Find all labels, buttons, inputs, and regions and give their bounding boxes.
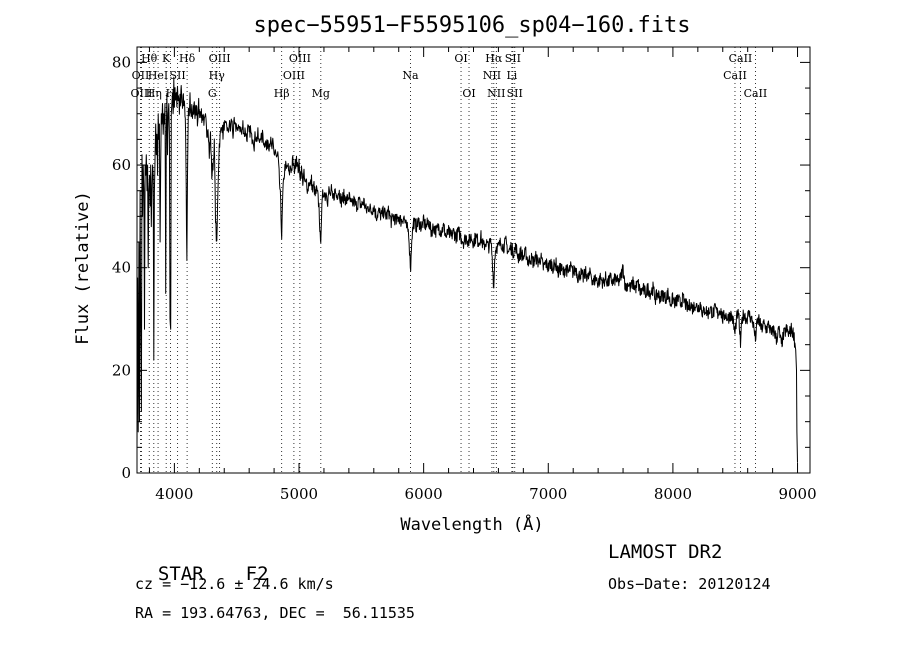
line-mark-label-4: HeI — [148, 69, 168, 82]
x-tick-label: 8000 — [654, 485, 692, 503]
line-mark-label-26: CaII — [729, 52, 753, 65]
line-mark-label-20: Hα — [485, 52, 503, 65]
line-mark-label-23: SII — [505, 52, 521, 65]
line-mark-label-21: NII — [487, 87, 505, 100]
axes: 4000 5000 6000 7000 8000 9000 0 20 40 60 80 — [112, 46, 817, 503]
survey-label: LAMOST DR2 — [608, 541, 723, 563]
y-tick-label: 20 — [112, 361, 131, 379]
y-tick-label: 40 — [112, 259, 131, 277]
x-axis-label: Wavelength (Å) — [400, 513, 543, 535]
line-mark-label-2: Hθ — [141, 52, 158, 65]
line-mark-label-3: Hη — [146, 87, 162, 100]
line-mark-label-10: Hγ — [209, 69, 226, 82]
line-marks: OII OIII Hθ Hη HeI K H SII Hδ G Hγ OIII Hβ OIII OIII Mg… — [130, 47, 767, 473]
line-mark-label-1: OIII — [130, 87, 152, 100]
x-tick-label: 6000 — [405, 485, 443, 503]
y-tick-label: 0 — [121, 464, 131, 482]
line-mark-label-22: Li — [506, 69, 517, 82]
x-tick-label: 5000 — [280, 485, 318, 503]
coordinates-label: RA = 193.64763, DEC = 56.11535 — [135, 604, 415, 622]
chart-title: spec−55951−F5595106_sp04−160.fits — [253, 13, 690, 38]
line-mark-label-18: OI — [462, 87, 475, 100]
line-mark-label-27: CaII — [744, 87, 768, 100]
y-axis-label: Flux (relative) — [73, 191, 93, 345]
line-mark-label-6: H — [166, 87, 176, 100]
line-mark-label-8: Hδ — [179, 52, 196, 65]
line-mark-label-12: Hβ — [274, 87, 290, 100]
x-tick-label: 7000 — [529, 485, 567, 503]
spectrum-series-line — [136, 76, 798, 463]
obs-date-label: Obs−Date: 20120124 — [608, 575, 771, 593]
plot-frame — [136, 46, 811, 474]
line-mark-label-9: G — [208, 87, 217, 100]
line-mark-label-5: K — [162, 52, 171, 65]
line-mark-label-15: Mg — [312, 87, 330, 100]
object-class: STAR F2 — [135, 541, 269, 585]
y-tick-label: 60 — [112, 156, 131, 174]
redshift-label: cz = −12.6 ± 24.6 km/s — [135, 575, 334, 593]
line-mark-label-17: OI — [454, 52, 467, 65]
line-mark-label-14: OIII — [289, 52, 311, 65]
line-mark-label-25: CaII — [723, 69, 747, 82]
x-tick-label: 9000 — [778, 485, 816, 503]
line-mark-label-13: OIII — [283, 69, 305, 82]
line-mark-label-24: SII — [507, 87, 523, 100]
subclass-label: F2 — [245, 563, 269, 585]
line-mark-label-19: NII — [483, 69, 501, 82]
y-tick-label: 80 — [112, 53, 131, 71]
line-mark-label-0: OII — [132, 69, 150, 82]
x-tick-label: 4000 — [155, 485, 193, 503]
class-label: STAR — [157, 563, 204, 585]
line-mark-label-16: Na — [402, 69, 419, 82]
line-mark-label-7: SII — [170, 69, 186, 82]
line-mark-label-11: OIII — [209, 52, 231, 65]
